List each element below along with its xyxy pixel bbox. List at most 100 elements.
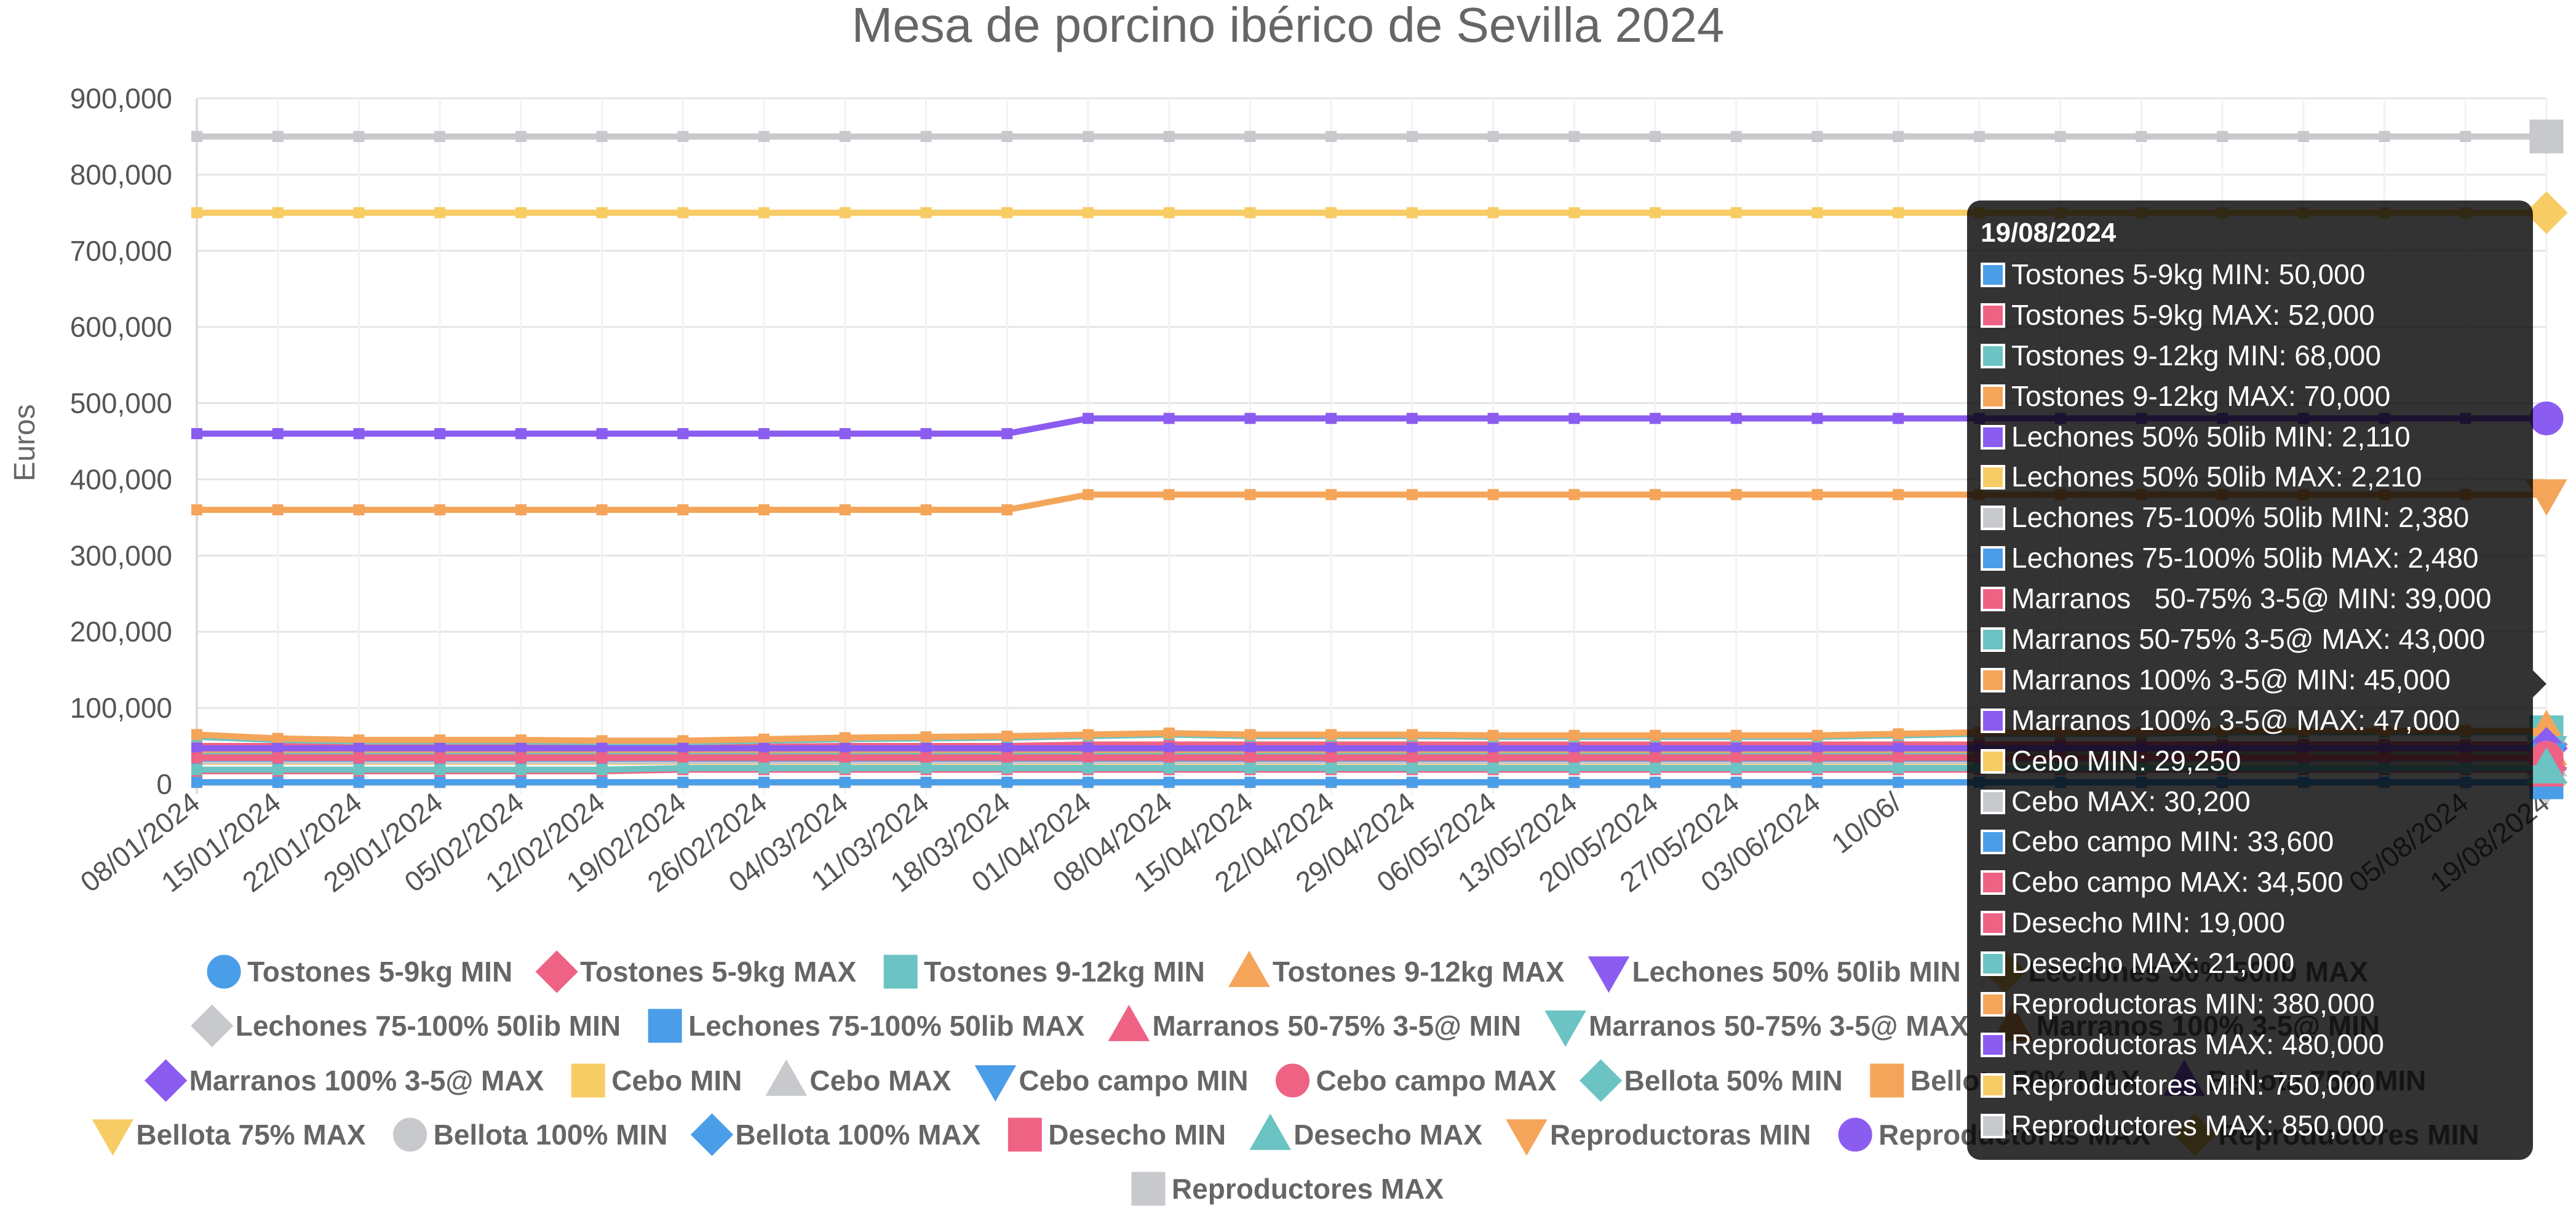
data-point[interactable] — [434, 504, 446, 515]
data-point[interactable] — [839, 504, 851, 515]
data-point[interactable] — [758, 752, 770, 764]
data-point[interactable] — [272, 207, 284, 218]
legend-item-cebo-campo-max[interactable]: Cebo campo MAX — [1276, 1063, 1557, 1098]
data-point[interactable] — [434, 752, 446, 764]
data-point[interactable] — [515, 734, 527, 746]
data-point[interactable] — [1568, 752, 1580, 764]
data-point[interactable] — [1730, 207, 1742, 218]
data-point[interactable] — [596, 764, 608, 776]
data-point[interactable] — [191, 742, 202, 754]
data-point[interactable] — [515, 764, 527, 776]
data-point[interactable] — [1082, 752, 1094, 764]
data-point[interactable] — [1893, 207, 1904, 218]
data-point[interactable] — [1326, 207, 1337, 218]
data-point[interactable] — [1082, 762, 1094, 774]
data-point[interactable] — [434, 764, 446, 776]
data-point[interactable] — [1893, 776, 1904, 788]
legend-item-bellota-50-min[interactable]: Bellota 50% MIN — [1579, 1059, 1843, 1102]
data-point[interactable] — [1244, 742, 1256, 754]
data-point[interactable] — [1244, 207, 1256, 218]
data-point[interactable] — [515, 207, 527, 218]
data-point[interactable] — [1893, 742, 1904, 754]
data-point[interactable] — [515, 752, 527, 764]
data-point[interactable] — [1326, 752, 1337, 764]
data-point[interactable] — [434, 428, 446, 440]
data-point[interactable] — [1001, 762, 1013, 774]
data-point[interactable] — [353, 207, 365, 218]
data-point[interactable] — [1406, 762, 1418, 774]
data-point[interactable] — [1406, 489, 1418, 501]
data-point[interactable] — [1568, 413, 1580, 424]
data-point[interactable] — [1811, 207, 1823, 218]
legend-item-tostones-9-12kg-max[interactable]: Tostones 9-12kg MAX — [1228, 950, 1565, 988]
data-point[interactable] — [1487, 729, 1499, 741]
data-point[interactable] — [1730, 752, 1742, 764]
data-point[interactable] — [677, 428, 689, 440]
data-point[interactable] — [1244, 413, 1256, 424]
data-point[interactable] — [1001, 428, 1013, 440]
data-point[interactable] — [1406, 413, 1418, 424]
data-point[interactable] — [2297, 130, 2309, 142]
data-point[interactable] — [353, 130, 365, 142]
data-point[interactable] — [353, 428, 365, 440]
data-point[interactable] — [1163, 489, 1175, 501]
legend-item-cebo-max[interactable]: Cebo MAX — [765, 1059, 952, 1097]
data-point[interactable] — [515, 504, 527, 515]
data-point[interactable] — [839, 742, 851, 754]
data-point[interactable] — [1001, 776, 1013, 788]
data-point[interactable] — [272, 776, 284, 788]
data-point[interactable] — [677, 207, 689, 218]
data-point[interactable] — [1406, 742, 1418, 754]
data-point[interactable] — [758, 733, 770, 745]
data-point[interactable] — [2136, 130, 2147, 142]
data-point[interactable] — [191, 776, 202, 788]
data-point[interactable] — [1326, 776, 1337, 788]
data-point[interactable] — [1082, 130, 1094, 142]
legend-item-tostones-5-9kg-max[interactable]: Tostones 5-9kg MAX — [535, 950, 857, 993]
data-point[interactable] — [758, 130, 770, 142]
data-point[interactable] — [1082, 729, 1094, 740]
data-point[interactable] — [2054, 130, 2066, 142]
data-point[interactable] — [353, 504, 365, 515]
data-point[interactable] — [596, 207, 608, 218]
data-point[interactable] — [2217, 130, 2228, 142]
data-point[interactable] — [839, 428, 851, 440]
data-point[interactable] — [920, 752, 932, 764]
data-point[interactable] — [1811, 413, 1823, 424]
data-point[interactable] — [1893, 728, 1904, 740]
data-point[interactable] — [1487, 776, 1499, 788]
data-point[interactable] — [515, 742, 527, 754]
data-point[interactable] — [1893, 489, 1904, 501]
data-point[interactable] — [1001, 207, 1013, 218]
data-point[interactable] — [1811, 130, 1823, 142]
data-point[interactable] — [1568, 489, 1580, 501]
data-point[interactable] — [1001, 742, 1013, 754]
data-point[interactable] — [1487, 207, 1499, 218]
data-point[interactable] — [839, 776, 851, 788]
data-point[interactable] — [1082, 413, 1094, 424]
data-point[interactable] — [1406, 752, 1418, 764]
data-point[interactable] — [839, 732, 851, 744]
data-point[interactable] — [1650, 752, 1661, 764]
data-point[interactable] — [1893, 413, 1904, 424]
data-point[interactable] — [596, 742, 608, 754]
data-point[interactable] — [272, 764, 284, 776]
legend-item-reproductoras-min[interactable]: Reproductoras MIN — [1506, 1119, 1811, 1156]
legend-item-reproductores-max[interactable]: Reproductores MAX — [1131, 1172, 1444, 1206]
data-point[interactable] — [1730, 729, 1742, 741]
data-point[interactable] — [434, 130, 446, 142]
data-point[interactable] — [920, 762, 932, 774]
data-point[interactable] — [272, 428, 284, 440]
data-point[interactable] — [1487, 742, 1499, 754]
data-point[interactable] — [677, 742, 689, 754]
data-point[interactable] — [1487, 762, 1499, 774]
data-point[interactable] — [1326, 762, 1337, 774]
data-point[interactable] — [1650, 776, 1661, 788]
data-point[interactable] — [677, 762, 689, 774]
data-point[interactable] — [1163, 207, 1175, 218]
legend-item-desecho-max[interactable]: Desecho MAX — [1249, 1113, 1482, 1151]
data-point[interactable] — [434, 207, 446, 218]
data-point[interactable] — [1568, 207, 1580, 218]
legend-item-marranos-50-75-3-5-max[interactable]: Marranos 50-75% 3-5@ MAX — [1544, 1010, 1969, 1047]
data-point[interactable] — [596, 776, 608, 788]
